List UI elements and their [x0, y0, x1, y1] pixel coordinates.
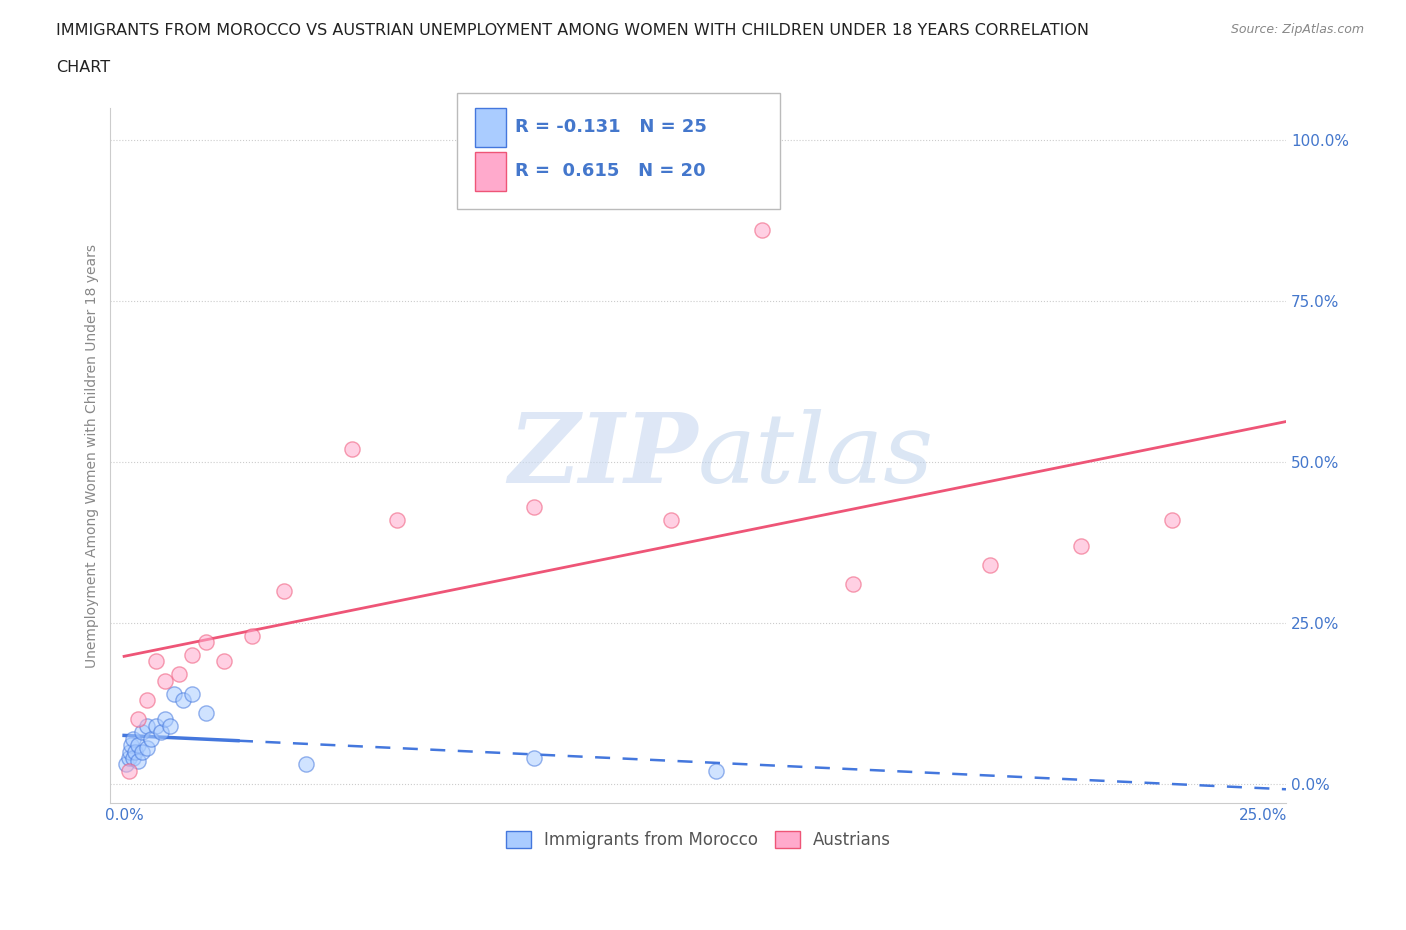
- Point: [153, 673, 176, 688]
- Point: [214, 654, 236, 669]
- Point: [523, 751, 546, 765]
- Point: [163, 686, 186, 701]
- Point: [135, 718, 157, 733]
- Point: [195, 635, 218, 650]
- Point: [842, 577, 865, 591]
- Point: [172, 693, 194, 708]
- Point: [153, 712, 176, 727]
- Text: IMMIGRANTS FROM MOROCCO VS AUSTRIAN UNEMPLOYMENT AMONG WOMEN WITH CHILDREN UNDER: IMMIGRANTS FROM MOROCCO VS AUSTRIAN UNEM…: [56, 23, 1090, 38]
- Text: R =  0.615   N = 20: R = 0.615 N = 20: [515, 162, 706, 180]
- Point: [240, 629, 263, 644]
- Point: [979, 557, 1001, 572]
- Point: [117, 764, 139, 778]
- Point: [706, 764, 728, 778]
- Point: [118, 744, 141, 759]
- Point: [1161, 512, 1184, 527]
- Point: [149, 724, 172, 739]
- Point: [141, 731, 163, 746]
- Point: [145, 654, 167, 669]
- Point: [124, 744, 146, 759]
- Point: [751, 223, 773, 238]
- Point: [127, 754, 149, 769]
- Text: ZIP: ZIP: [509, 408, 699, 502]
- Point: [159, 718, 181, 733]
- Point: [387, 512, 409, 527]
- Text: atlas: atlas: [699, 408, 935, 502]
- Point: [135, 693, 157, 708]
- Point: [127, 737, 149, 752]
- Point: [117, 751, 139, 765]
- Text: Source: ZipAtlas.com: Source: ZipAtlas.com: [1230, 23, 1364, 36]
- Point: [120, 737, 142, 752]
- Point: [273, 583, 295, 598]
- Point: [131, 724, 153, 739]
- Point: [135, 741, 157, 756]
- Point: [523, 499, 546, 514]
- Point: [131, 744, 153, 759]
- Point: [181, 686, 204, 701]
- Point: [195, 706, 218, 721]
- Text: R = -0.131   N = 25: R = -0.131 N = 25: [515, 118, 706, 137]
- Text: CHART: CHART: [56, 60, 110, 75]
- Point: [145, 718, 167, 733]
- Point: [181, 647, 204, 662]
- Point: [659, 512, 682, 527]
- Point: [1070, 538, 1092, 553]
- Point: [122, 751, 145, 765]
- Point: [340, 442, 363, 457]
- Point: [127, 712, 149, 727]
- Point: [167, 667, 190, 682]
- Y-axis label: Unemployment Among Women with Children Under 18 years: Unemployment Among Women with Children U…: [86, 244, 100, 668]
- Point: [295, 757, 318, 772]
- Point: [115, 757, 138, 772]
- Point: [122, 731, 145, 746]
- Legend: Immigrants from Morocco, Austrians: Immigrants from Morocco, Austrians: [498, 822, 900, 857]
